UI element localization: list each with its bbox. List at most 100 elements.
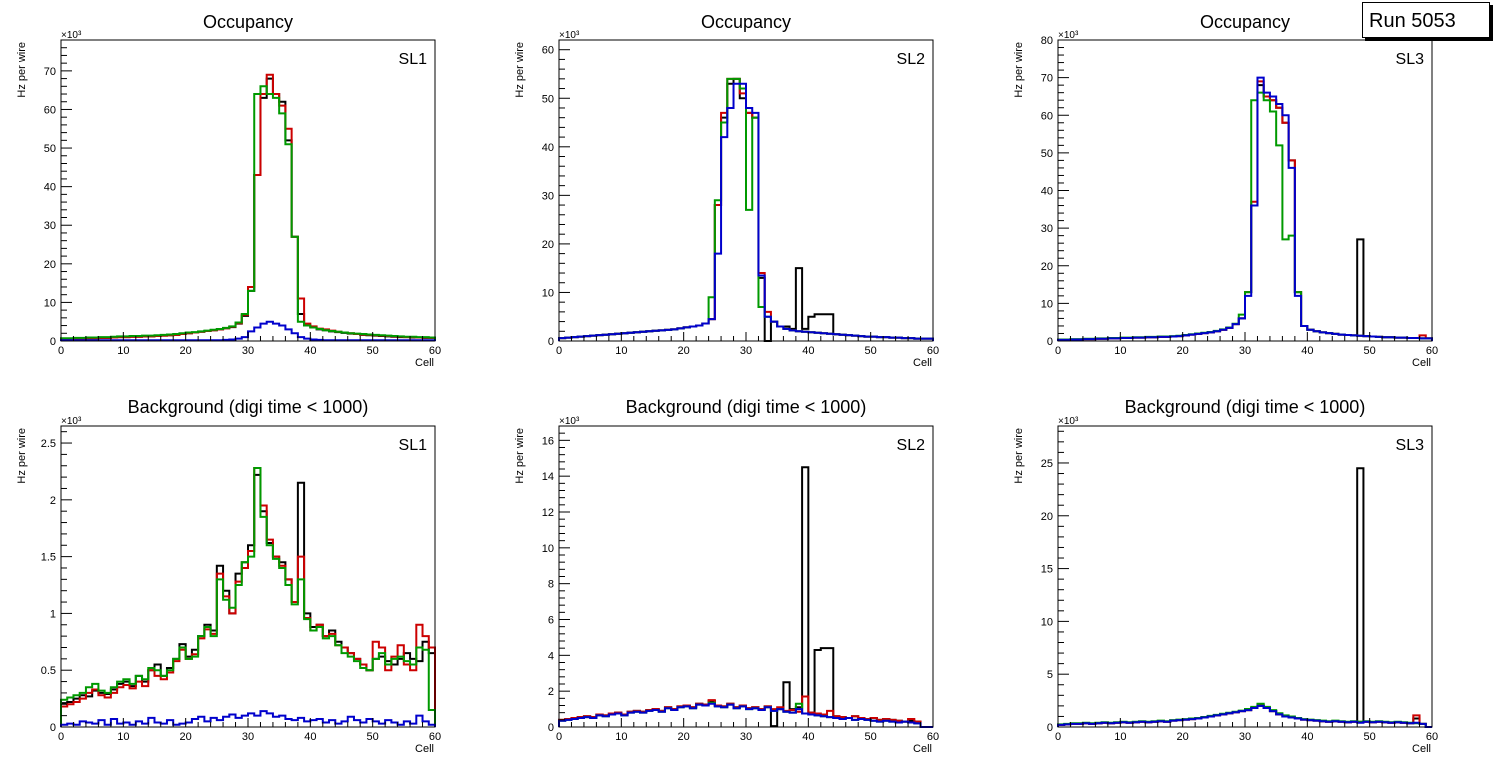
x-tick-label: 40 bbox=[304, 731, 316, 743]
series-line-green bbox=[60, 85, 436, 341]
x-axis-label: Cell bbox=[415, 357, 434, 369]
y-tick-label: 30 bbox=[542, 190, 554, 202]
superlayer-label: SL2 bbox=[897, 437, 926, 454]
y-tick-label: 2.5 bbox=[41, 438, 56, 450]
y-axis-label: Hz per wire bbox=[514, 42, 526, 98]
x-tick-label: 30 bbox=[1239, 731, 1251, 743]
x-tick-label: 60 bbox=[927, 731, 939, 743]
x-tick-label: 50 bbox=[367, 731, 379, 743]
y-tick-label: 20 bbox=[542, 239, 554, 251]
x-tick-label: 60 bbox=[1426, 345, 1438, 357]
x-tick-label: 10 bbox=[117, 731, 129, 743]
x-tick-label: 0 bbox=[1055, 345, 1061, 357]
y-tick-label: 60 bbox=[542, 45, 554, 57]
x-tick-label: 50 bbox=[367, 345, 379, 357]
x-tick-label: 50 bbox=[1364, 731, 1376, 743]
chart-title: Occupancy bbox=[1200, 12, 1290, 32]
x-tick-label: 0 bbox=[58, 731, 64, 743]
chart-panel-4: Background (digi time < 1000)0 10 20 30 40 50… bbox=[16, 397, 441, 755]
x-tick-label: 50 bbox=[865, 731, 877, 743]
series-line-black bbox=[1057, 467, 1432, 728]
chart-panel-5: Background (digi time < 1000)0 10 20 30 40 50… bbox=[514, 397, 939, 755]
x-tick-label: 0 bbox=[556, 345, 562, 357]
y-tick-label: 8 bbox=[548, 579, 554, 591]
x-tick-label: 10 bbox=[1114, 731, 1126, 743]
x-tick-label: 10 bbox=[615, 731, 627, 743]
chart-title: Background (digi time < 1000) bbox=[128, 397, 369, 417]
x-tick-label: 60 bbox=[429, 345, 441, 357]
y-tick-label: 10 bbox=[44, 297, 56, 309]
y-tick-label: 5 bbox=[1047, 669, 1053, 681]
x-tick-label: 10 bbox=[1114, 345, 1126, 357]
x-axis-label: Cell bbox=[1412, 357, 1431, 369]
y-exponent-label: ×10³ bbox=[559, 30, 580, 41]
series-line-blue bbox=[1057, 76, 1433, 341]
y-tick-label: 1.5 bbox=[41, 552, 56, 564]
y-tick-label: 50 bbox=[542, 93, 554, 105]
x-tick-label: 40 bbox=[802, 731, 814, 743]
x-tick-label: 0 bbox=[1055, 731, 1061, 743]
x-tick-label: 40 bbox=[802, 345, 814, 357]
x-tick-label: 60 bbox=[429, 731, 441, 743]
series-line-blue bbox=[558, 702, 933, 728]
x-tick-label: 50 bbox=[865, 345, 877, 357]
x-tick-label: 30 bbox=[740, 731, 752, 743]
y-tick-label: 10 bbox=[542, 543, 554, 555]
x-tick-label: 40 bbox=[1301, 345, 1313, 357]
superlayer-label: SL1 bbox=[399, 51, 428, 68]
x-tick-label: 60 bbox=[927, 345, 939, 357]
y-tick-label: 6 bbox=[548, 615, 554, 627]
x-tick-label: 20 bbox=[678, 731, 690, 743]
y-tick-label: 70 bbox=[1041, 73, 1053, 85]
y-exponent-label: ×10³ bbox=[1058, 416, 1079, 427]
x-tick-label: 10 bbox=[117, 345, 129, 357]
y-tick-label: 40 bbox=[542, 142, 554, 154]
y-tick-label: 40 bbox=[44, 182, 56, 194]
series-line-blue bbox=[558, 82, 934, 341]
chart-title: Occupancy bbox=[701, 12, 791, 32]
y-tick-label: 10 bbox=[1041, 298, 1053, 310]
y-tick-label: 60 bbox=[1041, 110, 1053, 122]
x-axis-label: Cell bbox=[415, 743, 434, 755]
series-line-black bbox=[558, 466, 933, 728]
run-number-box: Run 5053 bbox=[1362, 2, 1490, 38]
y-axis-label: Hz per wire bbox=[514, 428, 526, 484]
y-exponent-label: ×10³ bbox=[1058, 30, 1079, 41]
y-tick-label: 50 bbox=[1041, 148, 1053, 160]
x-tick-label: 10 bbox=[615, 345, 627, 357]
plot-frame bbox=[1057, 425, 1433, 728]
y-tick-label: 30 bbox=[44, 220, 56, 232]
y-tick-label: 25 bbox=[1041, 458, 1053, 470]
y-tick-label: 12 bbox=[542, 507, 554, 519]
y-axis-label: Hz per wire bbox=[1013, 42, 1025, 98]
x-tick-label: 60 bbox=[1426, 731, 1438, 743]
y-tick-label: 15 bbox=[1041, 564, 1053, 576]
y-tick-label: 40 bbox=[1041, 186, 1053, 198]
x-tick-label: 20 bbox=[1177, 345, 1189, 357]
y-tick-label: 20 bbox=[1041, 261, 1053, 273]
y-tick-label: 1 bbox=[50, 608, 56, 620]
x-tick-label: 50 bbox=[1364, 345, 1376, 357]
y-tick-label: 0.5 bbox=[41, 665, 56, 677]
y-tick-label: 4 bbox=[548, 650, 554, 662]
y-tick-label: 14 bbox=[542, 471, 554, 483]
x-tick-label: 20 bbox=[180, 345, 192, 357]
plot-frame bbox=[558, 425, 934, 728]
y-exponent-label: ×10³ bbox=[559, 416, 580, 427]
x-tick-label: 20 bbox=[678, 345, 690, 357]
x-tick-label: 40 bbox=[1301, 731, 1313, 743]
superlayer-label: SL2 bbox=[897, 51, 926, 68]
y-tick-label: 10 bbox=[1041, 616, 1053, 628]
y-tick-label: 80 bbox=[1041, 35, 1053, 47]
x-tick-label: 20 bbox=[180, 731, 192, 743]
superlayer-label: SL3 bbox=[1396, 51, 1425, 68]
chart-title: Background (digi time < 1000) bbox=[1125, 397, 1366, 417]
superlayer-label: SL3 bbox=[1396, 437, 1425, 454]
y-tick-label: 16 bbox=[542, 435, 554, 447]
y-axis-label: Hz per wire bbox=[16, 42, 28, 98]
y-tick-label: 0 bbox=[548, 336, 554, 348]
y-tick-label: 70 bbox=[44, 66, 56, 78]
x-tick-label: 20 bbox=[1177, 731, 1189, 743]
chart-title: Occupancy bbox=[203, 12, 293, 32]
